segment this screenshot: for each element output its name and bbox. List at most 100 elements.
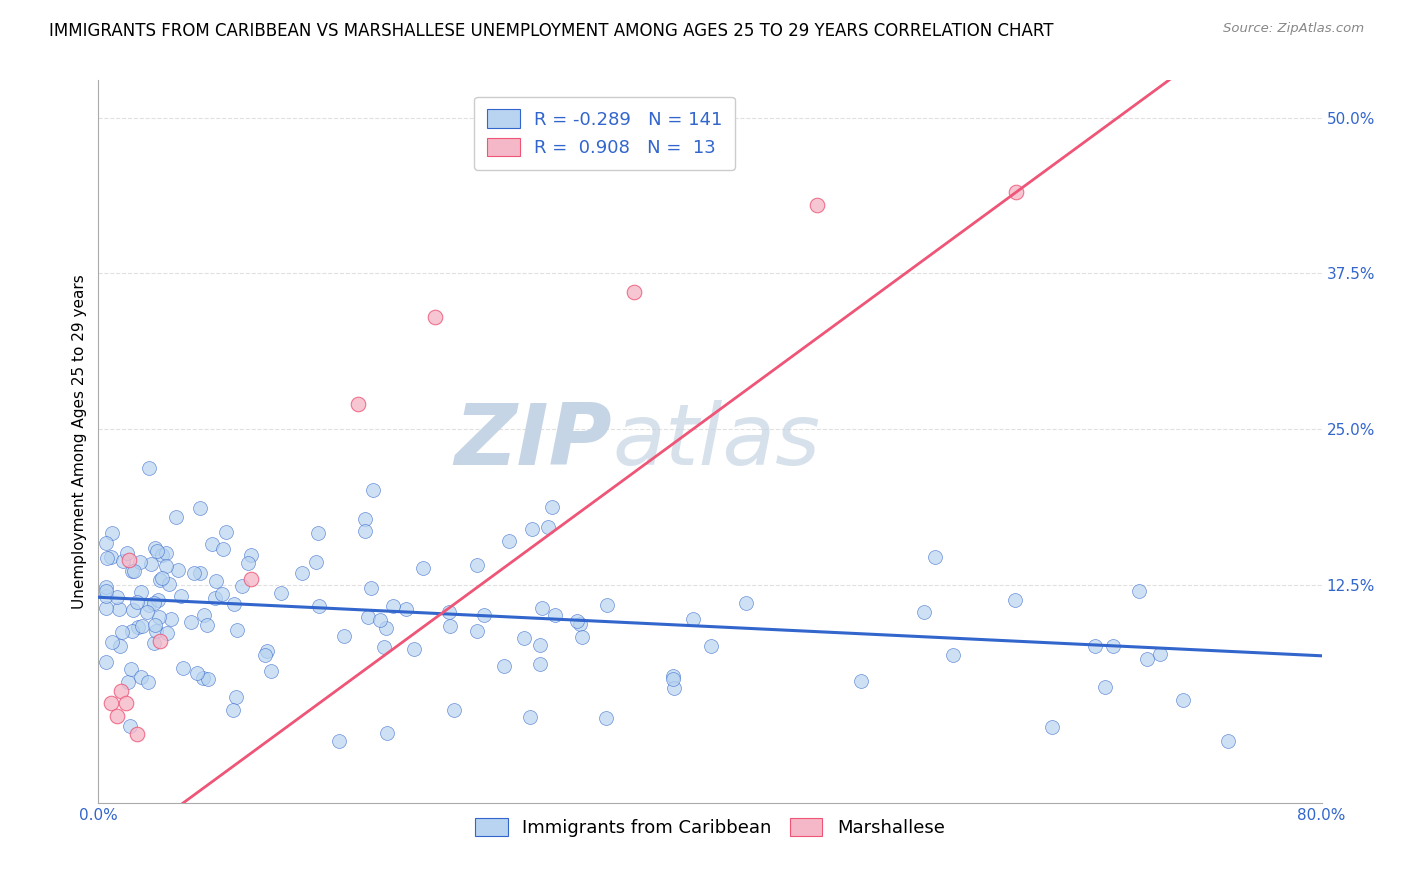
Point [127, 620, 149, 634]
Legend: Immigrants from Caribbean, Marshallese: Immigrants from Caribbean, Marshallese [468, 811, 952, 845]
Point [382, 599, 405, 614]
Point [596, 598, 619, 612]
Point [138, 460, 160, 475]
Point [443, 703, 465, 717]
Point [474, 608, 496, 623]
Point [375, 621, 398, 635]
Point [115, 546, 138, 560]
Point [225, 690, 247, 705]
Point [141, 557, 163, 571]
Point [142, 596, 165, 610]
Point [129, 555, 152, 569]
Point [437, 605, 460, 619]
Text: Source: ZipAtlas.com: Source: ZipAtlas.com [1223, 22, 1364, 36]
Point [375, 726, 398, 740]
Point [260, 664, 283, 678]
Point [120, 662, 142, 676]
Point [222, 597, 245, 611]
Point [100, 549, 122, 564]
Point [571, 630, 593, 644]
Point [118, 719, 141, 733]
Point [240, 572, 263, 586]
Point [363, 483, 385, 497]
Point [197, 672, 219, 686]
Point [347, 397, 370, 411]
Point [465, 624, 488, 638]
Point [117, 675, 139, 690]
Point [188, 566, 211, 581]
Point [912, 606, 935, 620]
Point [150, 548, 173, 562]
Point [105, 590, 128, 604]
Point [1216, 733, 1239, 747]
Point [94, 535, 117, 549]
Point [662, 669, 685, 683]
Point [129, 585, 152, 599]
Point [94, 584, 117, 599]
Point [520, 522, 543, 536]
Point [623, 285, 645, 299]
Point [142, 636, 165, 650]
Point [157, 577, 180, 591]
Point [270, 586, 292, 600]
Point [308, 599, 330, 613]
Point [226, 623, 249, 637]
Point [1102, 639, 1125, 653]
Point [529, 657, 551, 671]
Point [149, 573, 172, 587]
Point [155, 546, 177, 560]
Point [1171, 692, 1194, 706]
Point [353, 524, 375, 539]
Point [193, 607, 215, 622]
Point [121, 624, 143, 639]
Point [492, 658, 515, 673]
Point [105, 708, 128, 723]
Point [96, 551, 118, 566]
Point [1004, 593, 1026, 607]
Point [529, 638, 551, 652]
Point [1084, 639, 1107, 653]
Point [395, 602, 418, 616]
Y-axis label: Unemployment Among Ages 25 to 29 years: Unemployment Among Ages 25 to 29 years [72, 274, 87, 609]
Point [138, 599, 160, 613]
Point [373, 640, 395, 654]
Point [1128, 583, 1150, 598]
Point [100, 696, 122, 710]
Point [136, 675, 159, 690]
Point [201, 536, 224, 550]
Point [215, 524, 238, 539]
Point [236, 557, 259, 571]
Point [211, 587, 233, 601]
Point [125, 595, 148, 609]
Point [204, 591, 226, 605]
Point [94, 589, 117, 603]
Point [165, 510, 187, 524]
Point [1094, 680, 1116, 694]
Point [183, 566, 205, 580]
Point [188, 501, 211, 516]
Point [254, 648, 277, 662]
Point [100, 526, 122, 541]
Point [124, 564, 146, 578]
Point [143, 618, 166, 632]
Point [1004, 186, 1026, 200]
Point [360, 581, 382, 595]
Point [231, 579, 253, 593]
Point [1149, 647, 1171, 661]
Point [291, 566, 314, 580]
Point [186, 665, 208, 680]
Point [155, 626, 177, 640]
Point [404, 641, 426, 656]
Point [354, 512, 377, 526]
Point [595, 710, 617, 724]
Point [167, 562, 190, 576]
Point [146, 593, 169, 607]
Point [924, 549, 946, 564]
Point [734, 596, 756, 610]
Point [205, 574, 228, 589]
Point [149, 633, 172, 648]
Point [498, 533, 520, 548]
Point [136, 605, 159, 619]
Point [942, 648, 965, 663]
Point [191, 671, 214, 685]
